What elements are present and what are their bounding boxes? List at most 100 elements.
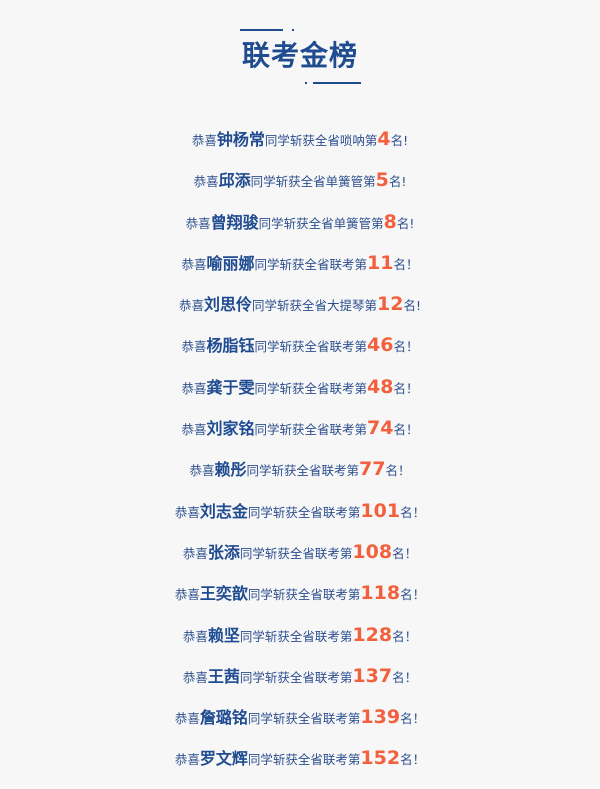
list-item: 恭喜喻丽娜同学斩获全省联考第11名！ xyxy=(0,252,600,293)
rank-number: 12 xyxy=(377,293,404,316)
student-name: 罗文辉 xyxy=(199,749,248,769)
rank-number: 128 xyxy=(352,623,393,646)
rank-suffix: 名! xyxy=(403,298,421,314)
rank-number: 48 xyxy=(367,375,394,398)
achievement-text: 同学斩获全省联考第 xyxy=(254,422,368,438)
list-item: 恭喜杨脂钰同学斩获全省联考第46名！ xyxy=(0,334,600,375)
student-name: 赖彤 xyxy=(214,460,247,480)
congrats-text: 恭喜 xyxy=(174,752,200,768)
rank-suffix: 名！ xyxy=(385,463,411,479)
achievement-text: 同学斩获全省大提琴第 xyxy=(252,298,378,314)
achievement-text: 同学斩获全省联考第 xyxy=(247,587,361,603)
rank-suffix: 名！ xyxy=(400,504,426,520)
congrats-text: 恭喜 xyxy=(191,133,217,148)
student-name: 王茜 xyxy=(207,666,240,686)
rank-suffix: 名！ xyxy=(393,422,419,438)
congrats-text: 恭喜 xyxy=(174,711,200,727)
achievement-text: 同学斩获全省联考第 xyxy=(247,752,361,768)
achievement-text: 同学斩获全省联考第 xyxy=(239,628,353,644)
achievement-text: 同学斩获全省单簧管第 xyxy=(258,215,384,231)
student-name: 喻丽娜 xyxy=(206,253,255,273)
student-name: 刘家铭 xyxy=(206,419,255,439)
rank-suffix: 名！ xyxy=(393,380,419,396)
rank-suffix: 名！ xyxy=(392,545,418,561)
list-item: 恭喜刘志金同学斩获全省联考第101名！ xyxy=(0,500,600,541)
rank-suffix: 名！ xyxy=(392,628,418,644)
rank-number: 118 xyxy=(360,582,401,605)
list-item: 恭喜王茜同学斩获全省联考第137名！ xyxy=(0,665,600,706)
student-name: 杨脂钰 xyxy=(206,336,255,356)
achievement-text: 同学斩获全省联考第 xyxy=(254,380,368,396)
student-name: 曾翔骏 xyxy=(210,212,259,232)
honor-list: 恭喜钟杨常同学斩获全省唢呐第4名! 恭喜邱添同学斩获全省单簧管第5名! 恭喜曾翔骏同… xyxy=(0,128,600,789)
student-name: 刘志金 xyxy=(199,501,248,521)
rank-number: 8 xyxy=(383,210,397,233)
achievement-text: 同学斩获全省唢呐第 xyxy=(264,133,378,148)
rank-suffix: 名！ xyxy=(393,256,419,272)
list-item: 恭喜王奕歆同学斩获全省联考第118名！ xyxy=(0,582,600,623)
congrats-text: 恭喜 xyxy=(182,628,208,644)
congrats-text: 恭喜 xyxy=(181,422,207,438)
list-item: 恭喜刘家铭同学斩获全省联考第74名！ xyxy=(0,417,600,458)
congrats-text: 恭喜 xyxy=(182,545,208,561)
congrats-text: 恭喜 xyxy=(174,504,200,520)
achievement-text: 同学斩获全省联考第 xyxy=(247,711,361,727)
rank-number: 152 xyxy=(360,747,401,770)
list-item: 恭喜曾翔骏同学斩获全省单簧管第8名! xyxy=(0,211,600,252)
rank-number: 101 xyxy=(360,499,401,522)
rank-number: 4 xyxy=(377,128,391,150)
student-name: 龚于雯 xyxy=(206,377,255,397)
rank-suffix: 名! xyxy=(396,215,415,231)
list-item: 恭喜龚于雯同学斩获全省联考第48名！ xyxy=(0,376,600,417)
student-name: 邱添 xyxy=(218,171,251,191)
rank-number: 137 xyxy=(352,664,393,687)
title-decoration-line-bottom xyxy=(313,82,361,84)
title-decoration-line-top xyxy=(240,29,283,31)
list-item: 恭喜张添同学斩获全省联考第108名！ xyxy=(0,541,600,582)
student-name: 刘思伶 xyxy=(204,295,253,315)
rank-suffix: 名！ xyxy=(400,711,426,727)
list-item: 恭喜刘思伶同学斩获全省大提琴第12名! xyxy=(0,293,600,334)
congrats-text: 恭喜 xyxy=(181,380,207,396)
list-item: 恭喜赖坚同学斩获全省联考第128名！ xyxy=(0,624,600,665)
congrats-text: 恭喜 xyxy=(181,339,207,355)
rank-suffix: 名! xyxy=(390,133,409,148)
achievement-text: 同学斩获全省联考第 xyxy=(246,463,360,479)
title-decoration-dot-top xyxy=(292,29,294,31)
rank-number: 139 xyxy=(360,706,401,729)
list-item: 恭喜罗文辉同学斩获全省联考第152名！ xyxy=(0,747,600,788)
rank-number: 74 xyxy=(367,417,394,440)
rank-suffix: 名！ xyxy=(392,669,418,685)
list-item: 恭喜詹璐铭同学斩获全省联考第139名！ xyxy=(0,706,600,747)
rank-number: 108 xyxy=(352,540,393,563)
student-name: 钟杨常 xyxy=(216,130,265,149)
rank-number: 77 xyxy=(359,458,386,481)
rank-number: 11 xyxy=(367,251,394,274)
student-name: 詹璐铭 xyxy=(199,708,248,728)
student-name: 张添 xyxy=(207,542,240,562)
achievement-text: 同学斩获全省联考第 xyxy=(239,545,353,561)
achievement-text: 同学斩获全省联考第 xyxy=(239,669,353,685)
achievement-text: 同学斩获全省联考第 xyxy=(254,256,368,272)
rank-suffix: 名！ xyxy=(393,339,419,355)
congrats-text: 恭喜 xyxy=(185,215,211,231)
achievement-text: 同学斩获全省联考第 xyxy=(247,504,361,520)
achievement-text: 同学斩获全省联考第 xyxy=(254,339,368,355)
student-name: 王奕歆 xyxy=(199,584,248,604)
rank-suffix: 名！ xyxy=(400,752,426,768)
congrats-text: 恭喜 xyxy=(174,587,200,603)
rank-number: 46 xyxy=(367,334,394,357)
congrats-text: 恭喜 xyxy=(189,463,215,479)
congrats-text: 恭喜 xyxy=(182,669,208,685)
rank-number: 5 xyxy=(375,169,389,192)
congrats-text: 恭喜 xyxy=(181,256,207,272)
list-item: 恭喜钟杨常同学斩获全省唢呐第4名! xyxy=(0,128,600,169)
achievement-text: 同学斩获全省单簧管第 xyxy=(250,174,376,190)
rank-suffix: 名！ xyxy=(400,587,426,603)
congrats-text: 恭喜 xyxy=(178,298,204,314)
student-name: 赖坚 xyxy=(207,625,240,645)
list-item: 恭喜赖彤同学斩获全省联考第77名！ xyxy=(0,458,600,499)
rank-suffix: 名! xyxy=(388,174,407,190)
list-item: 恭喜邱添同学斩获全省单簧管第5名! xyxy=(0,169,600,210)
congrats-text: 恭喜 xyxy=(193,174,219,190)
